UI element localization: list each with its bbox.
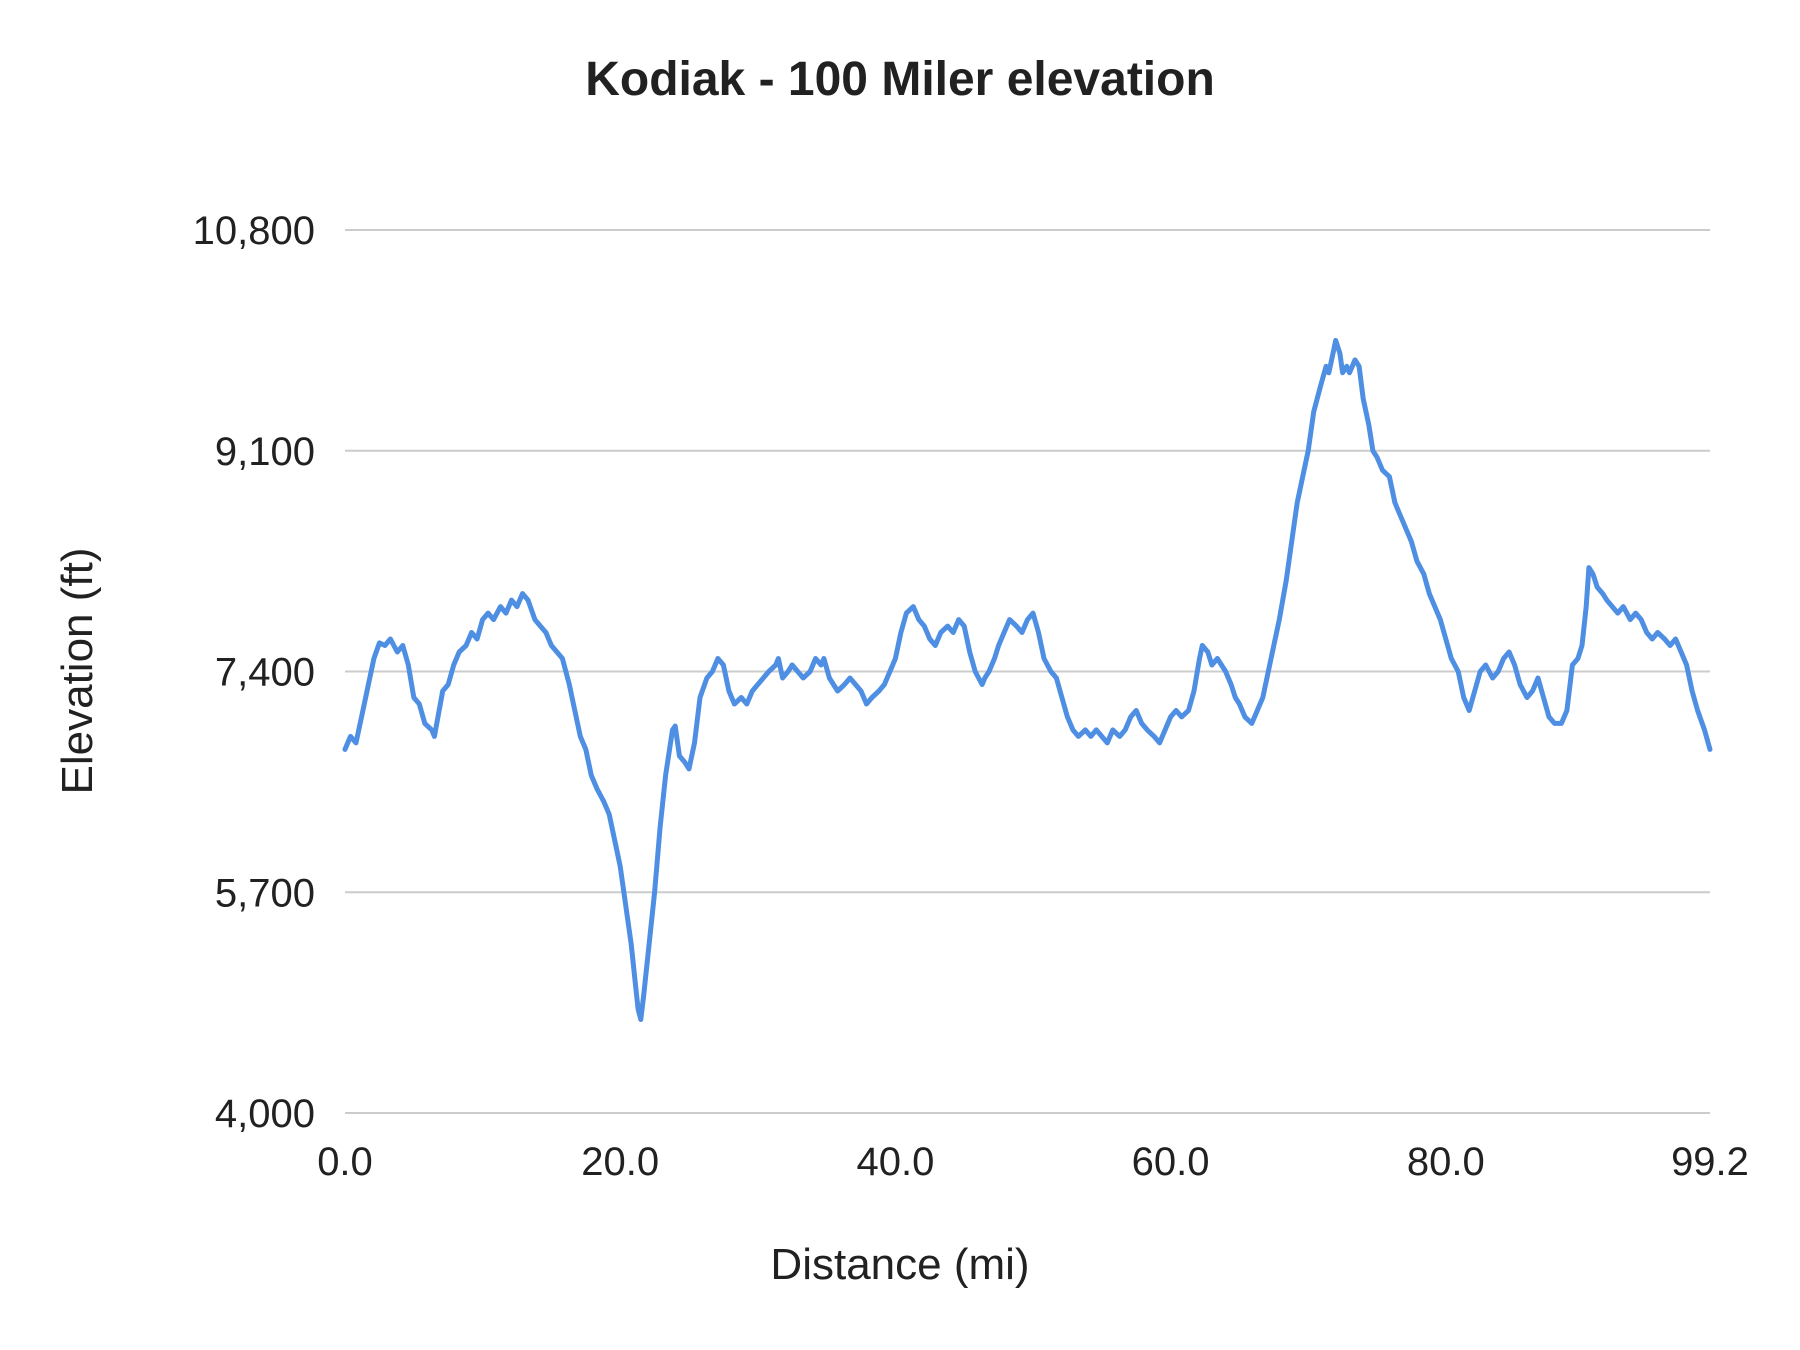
x-tick-label: 80.0 xyxy=(1407,1140,1485,1184)
x-tick-label: 40.0 xyxy=(856,1140,934,1184)
y-tick-label: 9,100 xyxy=(215,430,315,474)
x-tick-label: 99.2 xyxy=(1671,1140,1749,1184)
y-tick-label: 4,000 xyxy=(215,1092,315,1136)
elevation-series-line xyxy=(342,337,1713,1022)
x-axis-title: Distance (mi) xyxy=(770,1240,1030,1289)
y-tick-label: 5,700 xyxy=(215,871,315,915)
y-tick-label: 7,400 xyxy=(215,651,315,695)
x-tick-label: 20.0 xyxy=(581,1140,659,1184)
chart-title: Kodiak - 100 Miler elevation xyxy=(585,53,1215,106)
y-tick-label: 10,800 xyxy=(193,209,315,253)
x-tick-label: 0.0 xyxy=(317,1140,373,1184)
x-tick-label: 60.0 xyxy=(1132,1140,1210,1184)
